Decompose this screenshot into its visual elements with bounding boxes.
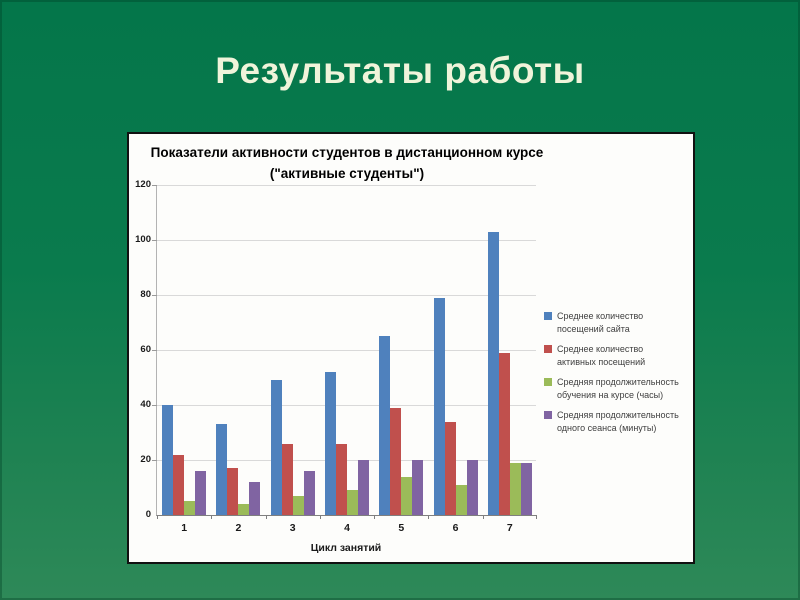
x-axis-title: Цикл занятий bbox=[310, 542, 382, 554]
slide-title: Результаты работы bbox=[215, 50, 585, 91]
legend-label: Средняя продолжительность одного сеанса … bbox=[557, 410, 679, 433]
y-axis-label-0: 0 bbox=[145, 509, 151, 520]
bar-series4-cycle7 bbox=[520, 462, 532, 515]
y-axis-tick-100 bbox=[152, 240, 157, 241]
y-axis-label-60: 60 bbox=[140, 344, 151, 355]
legend-swatch-icon bbox=[544, 411, 552, 419]
x-axis-tick-6 bbox=[482, 515, 484, 519]
bar-cluster-7: 7 bbox=[483, 186, 537, 534]
x-axis-tick-2 bbox=[265, 515, 267, 519]
x-axis-tick-5 bbox=[428, 515, 430, 519]
x-axis-tick-1 bbox=[211, 515, 213, 519]
gridline-y100 bbox=[157, 240, 536, 241]
legend-item-4: Средняя продолжительность одного сеанса … bbox=[544, 409, 694, 434]
x-axis-label-4: 4 bbox=[344, 522, 350, 534]
legend-item-3: Средняя продолжительность обучения на ку… bbox=[544, 376, 694, 401]
legend-item-2: Среднее количество активных посещений bbox=[544, 343, 694, 368]
y-axis-label-100: 100 bbox=[135, 234, 151, 245]
chart-panel: Показатели активности студентов в дистан… bbox=[127, 132, 695, 564]
x-axis-tick-4 bbox=[374, 515, 376, 519]
bar-series2-cycle5 bbox=[390, 407, 402, 515]
x-axis-tick-end bbox=[536, 515, 537, 519]
y-axis-label-80: 80 bbox=[140, 289, 151, 300]
gridline-y120 bbox=[157, 185, 536, 186]
x-axis-label-5: 5 bbox=[398, 522, 405, 534]
bar-series1-cycle6 bbox=[433, 297, 445, 515]
bar-series3-cycle6 bbox=[455, 484, 467, 515]
bar-series4-cycle1 bbox=[195, 471, 207, 515]
bar-series2-cycle6 bbox=[444, 421, 456, 515]
bar-cluster-3: 3 bbox=[266, 186, 320, 534]
bar-series1-cycle4 bbox=[324, 372, 336, 515]
bar-series2-cycle3 bbox=[281, 443, 293, 515]
y-axis-tick-20 bbox=[152, 460, 157, 461]
bar-series2-cycle2 bbox=[227, 468, 239, 515]
y-axis-label-40: 40 bbox=[140, 399, 151, 410]
bar-series4-cycle5 bbox=[412, 460, 424, 515]
bar-series4-cycle4 bbox=[357, 460, 369, 515]
bar-cluster-4: 4 bbox=[320, 186, 374, 534]
x-axis-label-3: 3 bbox=[289, 522, 296, 534]
bar-series4-cycle3 bbox=[303, 471, 315, 515]
bar-series3-cycle3 bbox=[292, 495, 304, 515]
bar-series2-cycle4 bbox=[335, 443, 347, 515]
plot-area: 0 20 40 60 80 100 120 1 2 3 4 5 6 7 bbox=[135, 179, 537, 534]
bar-series3-cycle7 bbox=[509, 462, 521, 515]
bar-series1-cycle3 bbox=[270, 380, 282, 515]
chart-legend: Среднее количество посещений сайта Средне… bbox=[544, 310, 694, 434]
bar-series4-cycle2 bbox=[249, 482, 261, 515]
bar-series4-cycle6 bbox=[466, 460, 478, 515]
bar-series2-cycle1 bbox=[173, 454, 185, 515]
x-axis-tick-0 bbox=[157, 515, 158, 519]
bar-series1-cycle1 bbox=[162, 405, 174, 515]
bar-cluster-6: 6 bbox=[428, 186, 482, 534]
gridline-y60 bbox=[157, 350, 536, 351]
x-axis-label-1: 1 bbox=[181, 522, 188, 534]
bar-series1-cycle7 bbox=[487, 231, 499, 515]
legend-label: Среднее количество посещений сайта bbox=[557, 311, 644, 334]
legend-swatch-icon bbox=[544, 312, 552, 320]
y-axis-tick-80 bbox=[152, 295, 157, 296]
bar-cluster-1: 1 bbox=[157, 186, 211, 534]
gridline-y40 bbox=[157, 405, 536, 406]
bar-series3-cycle5 bbox=[401, 476, 413, 515]
bar-series1-cycle5 bbox=[379, 336, 391, 515]
y-axis-tick-120 bbox=[152, 185, 157, 186]
y-axis-tick-40 bbox=[152, 405, 157, 406]
bar-series2-cycle7 bbox=[498, 352, 510, 515]
bar-series3-cycle1 bbox=[184, 501, 196, 515]
legend-swatch-icon bbox=[544, 345, 552, 353]
x-axis-label-7: 7 bbox=[506, 522, 513, 534]
x-axis-label-6: 6 bbox=[452, 522, 459, 534]
bar-series3-cycle4 bbox=[346, 490, 358, 515]
chart-title: Показатели активности студентов в дистан… bbox=[150, 145, 544, 181]
legend-swatch-icon bbox=[544, 378, 552, 386]
y-axis-label-20: 20 bbox=[140, 454, 151, 465]
gridline-y80 bbox=[157, 295, 536, 296]
bar-series3-cycle2 bbox=[238, 504, 250, 515]
x-axis-label-2: 2 bbox=[235, 522, 242, 534]
bar-cluster-2: 2 bbox=[211, 186, 265, 534]
legend-item-1: Среднее количество посещений сайта bbox=[544, 310, 694, 335]
legend-label: Средняя продолжительность обучения на ку… bbox=[557, 377, 679, 400]
x-axis-tick-3 bbox=[319, 515, 321, 519]
bar-series1-cycle2 bbox=[216, 424, 228, 515]
y-axis-tick-60 bbox=[152, 350, 157, 351]
y-axis-label-120: 120 bbox=[135, 179, 151, 190]
bar-cluster-5: 5 bbox=[374, 186, 428, 534]
legend-label: Среднее количество активных посещений bbox=[557, 344, 646, 367]
